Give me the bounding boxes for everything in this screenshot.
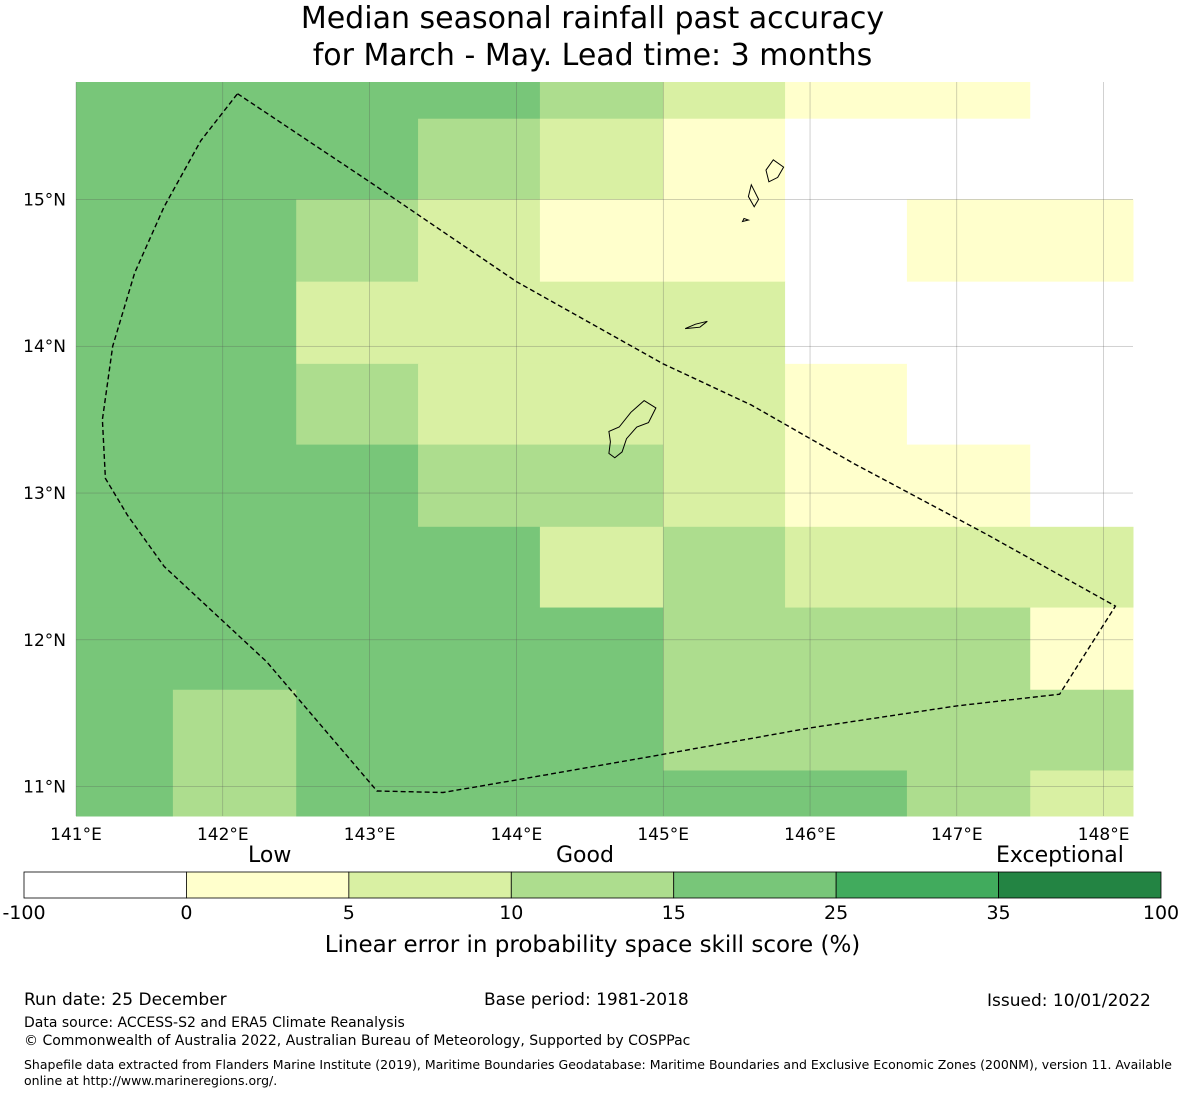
skill-cell xyxy=(172,689,297,771)
base-period: Base period: 1981-2018 xyxy=(484,990,689,1010)
skill-cell xyxy=(539,82,664,120)
longitude-label: 144°E xyxy=(491,825,543,840)
colorbar-tick-label: 0 xyxy=(180,902,193,924)
skill-cell xyxy=(785,363,908,446)
skill-cell xyxy=(539,526,664,609)
eez-boundary xyxy=(101,93,1117,794)
colorbar-swatch xyxy=(510,871,675,899)
shapefile-credit: Shapefile data extracted from Flanders M… xyxy=(24,1057,1172,1088)
longitude-label: 143°E xyxy=(344,825,396,840)
map-title-line-2: for March - May. Lead time: 3 months xyxy=(312,38,873,73)
skill-cell xyxy=(296,363,419,446)
skill-cell xyxy=(663,689,1134,771)
colorbar-category-low: Low xyxy=(248,843,292,868)
skill-cell xyxy=(296,199,419,283)
longitude-label: 145°E xyxy=(637,825,689,840)
colorbar-swatch xyxy=(673,871,837,899)
latitude-label: 15°N xyxy=(23,190,66,210)
skill-cell xyxy=(76,363,297,446)
issued-date: Issued: 10/01/2022 xyxy=(987,991,1151,1011)
colorbar-swatch xyxy=(998,871,1162,899)
longitude-label: 141°E xyxy=(50,825,102,840)
skill-cell xyxy=(296,689,664,771)
skill-cell xyxy=(418,363,786,446)
skill-cell xyxy=(906,363,1134,446)
skill-cell xyxy=(76,281,297,365)
skill-cell xyxy=(418,199,541,283)
skill-cell xyxy=(296,770,908,817)
skill-cell xyxy=(906,199,1134,283)
skill-cell xyxy=(539,118,664,200)
colorbar-tick-label: 100 xyxy=(1142,902,1180,924)
islands xyxy=(608,159,785,459)
skill-cell xyxy=(785,82,1031,120)
colorbar-tick-label: 10 xyxy=(499,902,524,924)
longitude-label: 148°E xyxy=(1078,825,1130,840)
island-outline xyxy=(741,217,751,223)
latitude-label: 14°N xyxy=(23,337,66,357)
colorbar-swatch xyxy=(348,871,512,899)
skill-cell xyxy=(663,526,786,609)
skill-cell xyxy=(539,199,786,283)
colorbar-tick-label: 25 xyxy=(824,902,849,924)
skill-cell xyxy=(76,444,419,528)
longitude-label: 147°E xyxy=(931,825,983,840)
skill-cell xyxy=(1030,607,1134,691)
island-outline xyxy=(747,183,760,208)
data-source: Data source: ACCESS-S2 and ERA5 Climate … xyxy=(24,1015,405,1031)
skill-cell xyxy=(785,526,1134,609)
skill-cell xyxy=(76,689,174,771)
skill-cell xyxy=(1030,82,1134,120)
colorbar-tick-label: 5 xyxy=(342,902,355,924)
skill-cell xyxy=(663,607,1031,691)
axis-labels: 141°E 142°E 143°E 144°E 145°E 146°E 147°E 148°E… xyxy=(23,190,1129,840)
longitude-label: 146°E xyxy=(784,825,836,840)
skill-cell xyxy=(76,199,297,283)
colorbar-tick-label: 35 xyxy=(986,902,1011,924)
run-date: Run date: 25 December xyxy=(24,990,227,1010)
map-title-line-1: Median seasonal rainfall past accuracy xyxy=(300,1,885,36)
skill-map: 141°E 142°E 143°E 144°E 145°E 146°E 147°E 148°E… xyxy=(23,82,1134,840)
skill-cell xyxy=(785,118,1134,200)
skill-cell xyxy=(785,199,908,283)
colorbar-swatch xyxy=(186,871,350,899)
skill-cell xyxy=(172,770,297,817)
skill-cell xyxy=(1030,444,1134,528)
colorbar-category-exceptional: Exceptional xyxy=(996,843,1124,868)
skill-cell xyxy=(663,82,786,120)
skill-cell xyxy=(418,118,541,200)
latitude-label: 13°N xyxy=(23,484,66,504)
skill-cell xyxy=(663,118,786,200)
graticule xyxy=(75,82,1133,816)
colorbar-swatch xyxy=(23,871,187,899)
island-outline xyxy=(685,320,708,330)
skill-cell xyxy=(76,526,541,609)
skill-grid xyxy=(76,82,1134,817)
longitude-label: 142°E xyxy=(197,825,249,840)
skill-cell xyxy=(785,281,1134,365)
latitude-label: 12°N xyxy=(23,631,66,651)
skill-cell xyxy=(663,444,786,528)
map-title: Median seasonal rainfall past accuracy f… xyxy=(0,0,1185,74)
colorbar-swatch xyxy=(835,871,999,899)
skill-cell xyxy=(785,444,1031,528)
skill-cell xyxy=(906,770,1031,817)
skill-cell xyxy=(76,770,174,817)
latitude-label: 11°N xyxy=(23,778,66,798)
island-outline xyxy=(765,159,785,183)
colorbar-category-good: Good xyxy=(556,843,614,868)
skill-cell xyxy=(1030,770,1134,817)
colorbar-tick-label: 15 xyxy=(661,902,686,924)
colorbar xyxy=(23,871,1162,899)
island-outline xyxy=(608,399,657,459)
skill-cell xyxy=(76,118,419,200)
skill-cell xyxy=(76,82,541,120)
copyright: © Commonwealth of Australia 2022, Austra… xyxy=(24,1033,691,1049)
colorbar-tick-label: -100 xyxy=(2,902,46,924)
skill-cell xyxy=(418,444,664,528)
colorbar-title: Linear error in probability space skill … xyxy=(324,932,861,958)
